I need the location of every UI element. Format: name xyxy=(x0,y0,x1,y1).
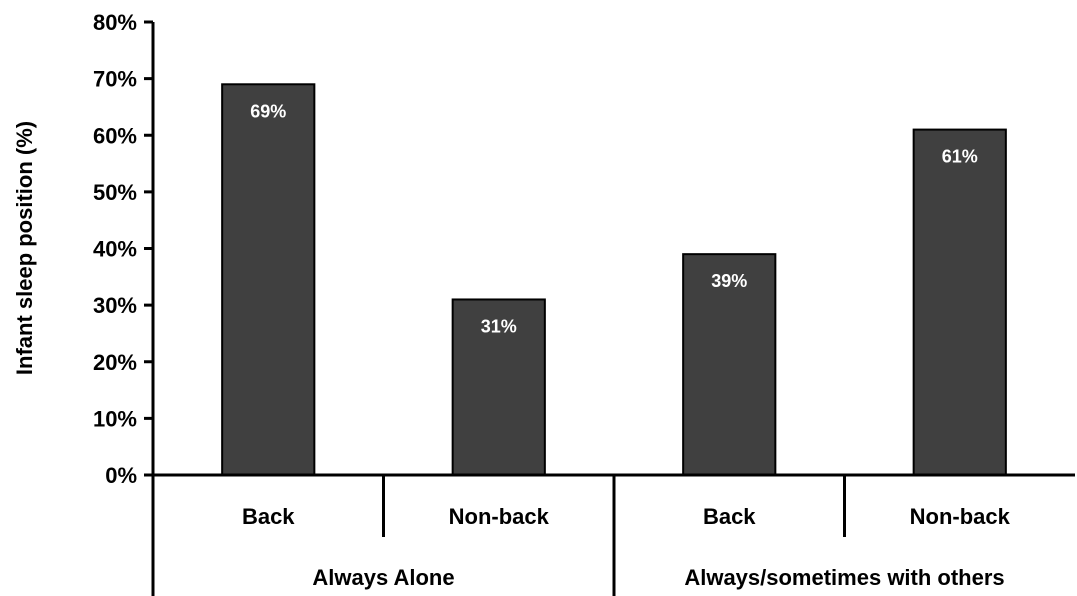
y-tick-label: 10% xyxy=(93,406,137,431)
category-label: Back xyxy=(703,504,756,529)
y-tick-label: 60% xyxy=(93,123,137,148)
y-axis-ticks: 0% 10% 20% 30% 40% 50% 60% 70% 80% xyxy=(93,10,153,488)
bars: 69% 31% 39% 61% xyxy=(221,83,1007,476)
bar xyxy=(451,298,546,476)
y-tick-label: 40% xyxy=(93,237,137,262)
group-label: Always Alone xyxy=(312,565,454,590)
y-tick-label: 30% xyxy=(93,293,137,318)
bar-value-label: 61% xyxy=(942,147,978,167)
y-tick-label: 0% xyxy=(105,463,137,488)
x-axis-labels: Back Non-back Always Alone Back Non-back Alwa… xyxy=(242,504,1011,590)
bar xyxy=(912,128,1007,476)
y-axis-title: Infant sleep position (%) xyxy=(12,121,37,375)
bar-value-label: 69% xyxy=(250,101,286,121)
bar xyxy=(221,83,316,476)
y-tick-label: 80% xyxy=(93,10,137,35)
axes xyxy=(151,22,1075,596)
bar-value-label: 31% xyxy=(481,316,517,336)
y-tick-label: 20% xyxy=(93,350,137,375)
group-label: Always/sometimes with others xyxy=(684,565,1004,590)
category-label: Back xyxy=(242,504,295,529)
category-label: Non-back xyxy=(910,504,1011,529)
y-tick-label: 70% xyxy=(93,67,137,92)
bar-value-label: 39% xyxy=(711,271,747,291)
y-tick-label: 50% xyxy=(93,180,137,205)
category-label: Non-back xyxy=(449,504,550,529)
